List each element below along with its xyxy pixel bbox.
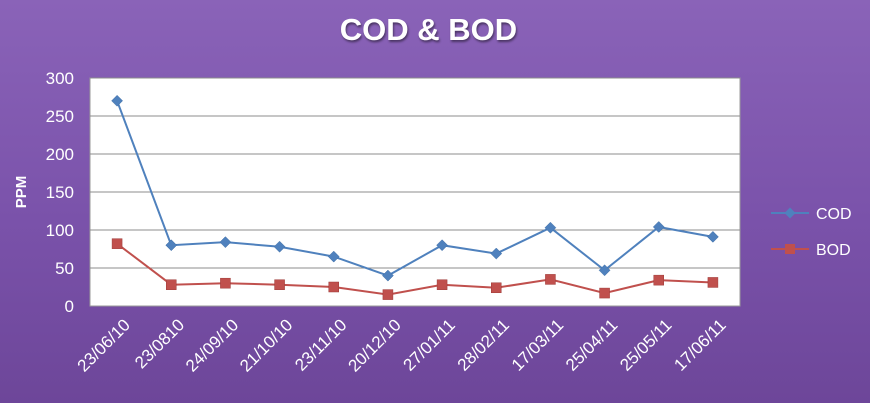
y-tick-label: 50	[55, 259, 74, 278]
x-axis-ticks: 23/06/1023/081024/09/1021/10/1023/11/102…	[74, 315, 730, 375]
y-tick-label: 250	[46, 107, 74, 126]
data-point-bod	[653, 274, 664, 286]
y-tick-label: 0	[65, 297, 74, 316]
gridlines	[90, 77, 740, 269]
data-point-cod	[707, 230, 719, 243]
x-tick-label: 24/09/10	[182, 315, 242, 375]
series-line-bod	[116, 242, 713, 296]
y-tick-label: 200	[46, 145, 74, 164]
x-tick-label: 17/06/11	[670, 315, 729, 374]
data-point-bod	[220, 277, 231, 289]
x-tick-label: 25/04/11	[562, 315, 621, 374]
y-tick-label: 300	[46, 69, 74, 88]
chart-title: COD & BOD	[339, 12, 518, 47]
legend-label-bod: BOD	[816, 242, 851, 259]
legend-marker-bod	[785, 244, 795, 254]
x-tick-label: 20/12/10	[345, 315, 405, 375]
data-point-cod	[598, 264, 611, 277]
x-tick-label: 27/01/11	[400, 315, 459, 374]
x-tick-label: 21/10/10	[236, 315, 296, 375]
x-tick-label: 28/02/11	[454, 315, 513, 374]
data-point-bod	[599, 287, 610, 299]
y-axis-label: PPM	[13, 176, 30, 209]
data-point-cod	[219, 236, 232, 249]
data-point-cod	[652, 221, 665, 233]
data-point-cod	[327, 250, 340, 263]
data-point-cod	[165, 239, 178, 252]
x-tick-label: 23/0810	[131, 315, 188, 372]
legend: COD BOD	[771, 206, 852, 259]
data-point-cod	[490, 247, 503, 260]
data-point-cod	[111, 94, 123, 107]
data-point-cod	[273, 240, 286, 253]
data-point-bod	[436, 279, 448, 290]
x-tick-label: 23/11/10	[291, 315, 350, 374]
data-point-bod	[545, 274, 556, 285]
series-line-cod	[116, 100, 714, 277]
data-point-bod	[274, 279, 285, 290]
data-point-bod	[166, 279, 177, 290]
x-tick-label: 23/06/10	[74, 315, 134, 375]
legend-label-cod: COD	[816, 206, 852, 223]
y-axis-ticks: 0 50 100 150 200 250 300	[46, 69, 74, 316]
legend-marker-cod	[784, 207, 796, 219]
data-point-cod	[436, 239, 448, 252]
data-point-bod	[111, 238, 123, 249]
y-tick-label: 150	[46, 183, 74, 202]
data-point-bod	[382, 289, 394, 300]
data-point-bod	[707, 277, 719, 288]
series-group	[111, 94, 719, 300]
data-point-cod	[382, 269, 394, 282]
x-tick-label: 17/03/11	[508, 315, 567, 374]
y-tick-label: 100	[46, 221, 74, 240]
x-tick-label: 25/05/11	[616, 315, 675, 374]
data-point-cod	[544, 221, 557, 234]
data-point-bod	[491, 282, 502, 294]
data-point-bod	[328, 281, 339, 293]
